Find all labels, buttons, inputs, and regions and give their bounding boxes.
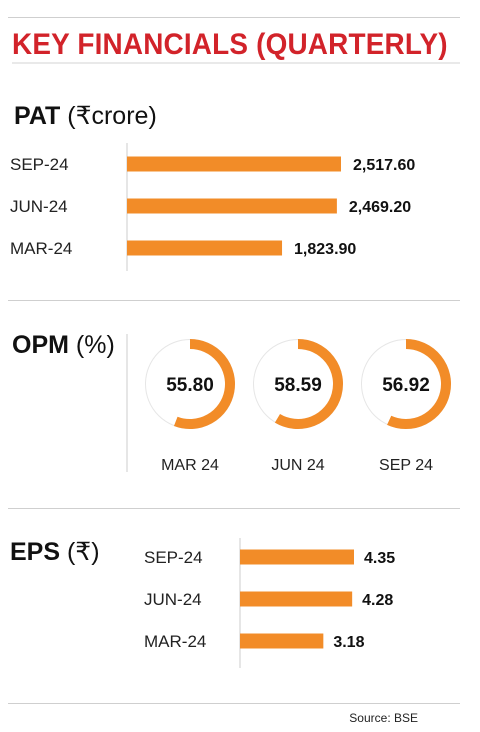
source-note: Source: BSE (349, 711, 418, 725)
opm-unit: (%) (75, 331, 115, 359)
eps-value-label: 3.18 (333, 634, 364, 651)
eps-category-label: JUN-24 (144, 590, 202, 609)
opm-label: OPM (12, 331, 69, 359)
pat-bar-chart: SEP-24 2,517.60 JUN-24 2,469.20 MAR-24 1,823.… (10, 143, 415, 271)
pat-bar (127, 198, 337, 214)
opm-category-label: MAR 24 (161, 457, 219, 474)
eps-bar (240, 633, 324, 649)
top-rule (8, 17, 460, 18)
opm-value-label: 58.59 (274, 375, 322, 396)
page-title: KEY FINANCIALS (QUARTERLY) (12, 28, 448, 61)
bottom-rule (8, 703, 460, 704)
opm-donut-chart: 55.80 MAR 24 58.59 JUN 24 56.92 SEP 24 (126, 334, 451, 474)
eps-unit: (₹) (66, 538, 100, 566)
pat-bar (127, 240, 283, 256)
eps-bar (240, 549, 354, 565)
opm-ring-arc (274, 339, 343, 429)
pat-value-label: 2,517.60 (353, 157, 415, 174)
pat-category-label: SEP-24 (10, 155, 69, 174)
opm-value-label: 55.80 (166, 375, 214, 396)
pat-label: PAT (14, 102, 61, 130)
opm-category-label: SEP 24 (379, 457, 433, 474)
pat-unit: (₹crore) (67, 102, 157, 130)
pat-value-label: 1,823.90 (294, 241, 356, 258)
eps-category-label: MAR-24 (144, 632, 206, 651)
pat-value-label: 2,469.20 (349, 199, 411, 216)
pat-bar (127, 156, 341, 172)
title-underline (12, 62, 460, 64)
pat-category-label: JUN-24 (10, 197, 68, 216)
eps-value-label: 4.35 (364, 550, 395, 567)
eps-section-label: EPS (₹) (10, 537, 100, 567)
eps-bar (240, 591, 353, 607)
pat-category-label: MAR-24 (10, 239, 72, 258)
opm-ring-arc (173, 339, 235, 429)
eps-label: EPS (10, 538, 61, 566)
eps-category-label: SEP-24 (144, 548, 203, 567)
eps-bar-chart: SEP-24 4.35 JUN-24 4.28 MAR-24 3.18 (144, 538, 395, 668)
opm-divider (8, 508, 460, 509)
opm-section-label: OPM (%) (12, 331, 115, 360)
opm-category-label: JUN 24 (271, 457, 324, 474)
eps-value-label: 4.28 (362, 592, 393, 609)
pat-section-label: PAT (₹crore) (14, 101, 157, 131)
opm-ring-arc (387, 339, 451, 429)
pat-divider (8, 300, 460, 301)
opm-value-label: 56.92 (382, 375, 430, 396)
